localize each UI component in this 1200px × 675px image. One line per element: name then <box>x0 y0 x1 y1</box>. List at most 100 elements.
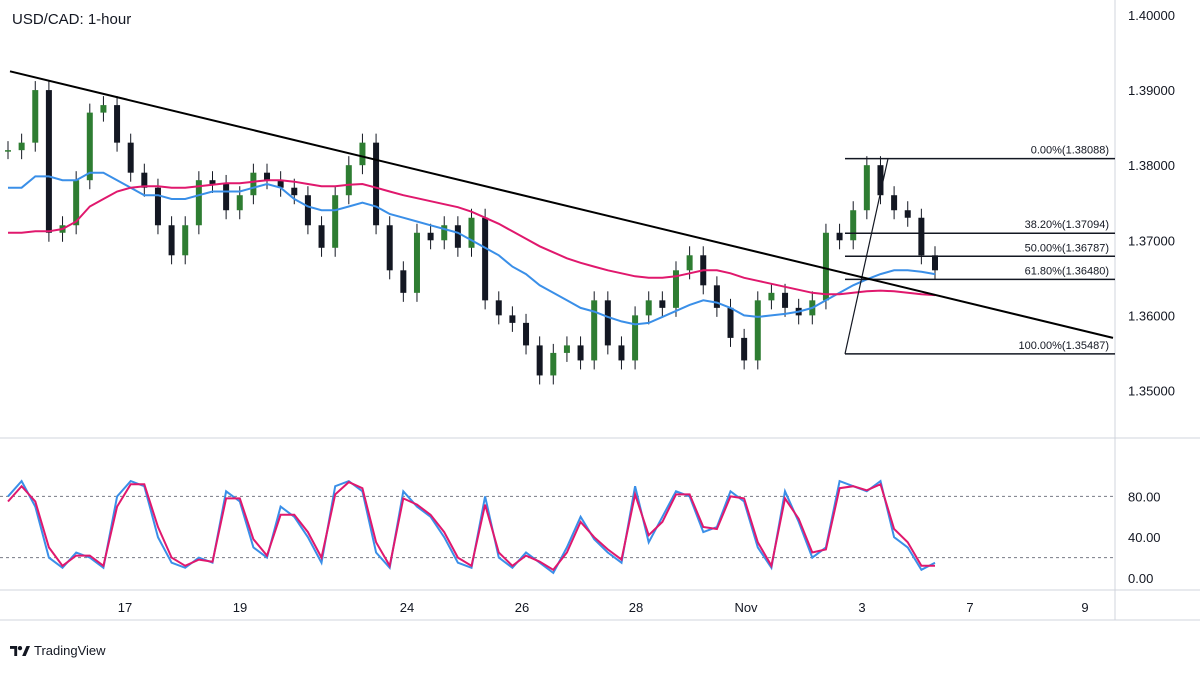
candle <box>563 345 570 353</box>
time-axis-tick-label: 26 <box>515 600 529 615</box>
fib-anchor-line <box>844 158 889 355</box>
fib-level-label: 50.00%(1.36787) <box>1025 242 1109 254</box>
candle <box>345 165 352 196</box>
stochastic-d-line <box>7 480 935 572</box>
brand-name: TradingView <box>34 643 106 658</box>
stochastic-axis-tick-label: 40.00 <box>1128 530 1161 545</box>
candle <box>413 232 420 293</box>
candle <box>523 322 530 346</box>
time-axis-tick-label: 19 <box>233 600 247 615</box>
candle <box>127 142 134 173</box>
candle <box>741 337 748 361</box>
candle <box>373 142 380 226</box>
candle <box>18 142 25 151</box>
candle <box>100 105 107 113</box>
time-axis-tick-label: Nov <box>734 600 758 615</box>
price-axis-tick-label: 1.39000 <box>1128 83 1175 98</box>
descending-trendline <box>9 70 1114 339</box>
time-axis-tick-label: 9 <box>1081 600 1088 615</box>
moving-average-fast-line <box>8 171 936 326</box>
trendline-group[interactable] <box>9 70 1114 339</box>
candle <box>645 300 652 316</box>
fib-level-label: 38.20%(1.37094) <box>1025 219 1109 231</box>
candle <box>577 345 584 361</box>
axes-group: 1.40000 1.39000 1.38000 1.37000 1.36000 1.350… <box>118 8 1175 615</box>
candle <box>918 217 925 256</box>
candle <box>45 90 52 233</box>
candle <box>250 172 257 196</box>
candle <box>672 270 679 308</box>
candle <box>114 105 121 143</box>
candle <box>659 300 666 308</box>
time-axis-tick-label: 3 <box>858 600 865 615</box>
candle <box>618 345 625 361</box>
candle <box>536 345 543 376</box>
candle <box>73 180 80 226</box>
fib-level-label: 61.80%(1.36480) <box>1025 265 1109 277</box>
candle <box>632 315 639 361</box>
fibonacci-retracement[interactable]: 0.00%(1.38088) 38.20%(1.37094) 50.00%(1.36… <box>844 145 1115 355</box>
candle <box>932 255 938 271</box>
moving-averages-group <box>8 171 936 326</box>
price-axis-tick-label: 1.37000 <box>1128 233 1175 248</box>
candle <box>768 292 775 301</box>
candle <box>86 112 93 181</box>
candle <box>291 187 298 196</box>
candle <box>386 225 393 271</box>
candle <box>904 210 911 218</box>
candle <box>891 195 898 211</box>
candle <box>754 300 761 361</box>
candle <box>604 300 611 346</box>
time-axis-tick-label: 7 <box>966 600 973 615</box>
time-axis-tick-label: 24 <box>400 600 414 615</box>
candle <box>318 225 325 248</box>
candle <box>713 285 720 308</box>
candle <box>332 195 339 248</box>
candle <box>168 225 175 256</box>
candle <box>468 217 475 248</box>
tradingview-logo-icon <box>10 645 30 656</box>
candle <box>550 352 557 376</box>
chart-title: USD/CAD: 1-hour <box>12 11 131 28</box>
candle <box>877 165 884 196</box>
candle <box>482 217 489 301</box>
candle <box>454 225 461 248</box>
stochastic-axis-tick-label: 0.00 <box>1128 571 1153 586</box>
candle <box>141 172 148 188</box>
candle <box>5 150 11 152</box>
candle <box>782 292 789 308</box>
fib-level-label: 0.00%(1.38088) <box>1031 145 1109 157</box>
candle <box>304 195 311 226</box>
candle <box>509 315 516 323</box>
candle <box>277 180 284 188</box>
candle <box>591 300 598 361</box>
candle <box>727 307 734 338</box>
candle <box>427 232 434 241</box>
candles-group <box>5 81 938 385</box>
brand[interactable]: TradingView <box>10 643 106 658</box>
price-axis-tick-label: 1.40000 <box>1128 8 1175 23</box>
candle <box>209 180 216 184</box>
candle <box>863 165 870 211</box>
candle <box>236 195 243 211</box>
time-axis-tick-label: 17 <box>118 600 132 615</box>
candle <box>836 232 843 241</box>
candle <box>32 90 39 143</box>
candle <box>264 172 271 181</box>
candle <box>359 142 366 166</box>
stochastic-oscillator <box>0 479 1115 575</box>
fib-level-label: 100.00%(1.35487) <box>1018 340 1109 352</box>
candle <box>441 225 448 241</box>
candle <box>495 300 502 316</box>
candle <box>223 183 230 211</box>
candle <box>822 232 829 301</box>
candle <box>686 255 693 271</box>
candle <box>400 270 407 293</box>
price-axis-tick-label: 1.36000 <box>1128 308 1175 323</box>
moving-average-slow-line <box>8 179 936 297</box>
candle <box>182 225 189 256</box>
candle <box>154 187 161 226</box>
price-axis-tick-label: 1.35000 <box>1128 383 1175 398</box>
price-axis-tick-label: 1.38000 <box>1128 158 1175 173</box>
